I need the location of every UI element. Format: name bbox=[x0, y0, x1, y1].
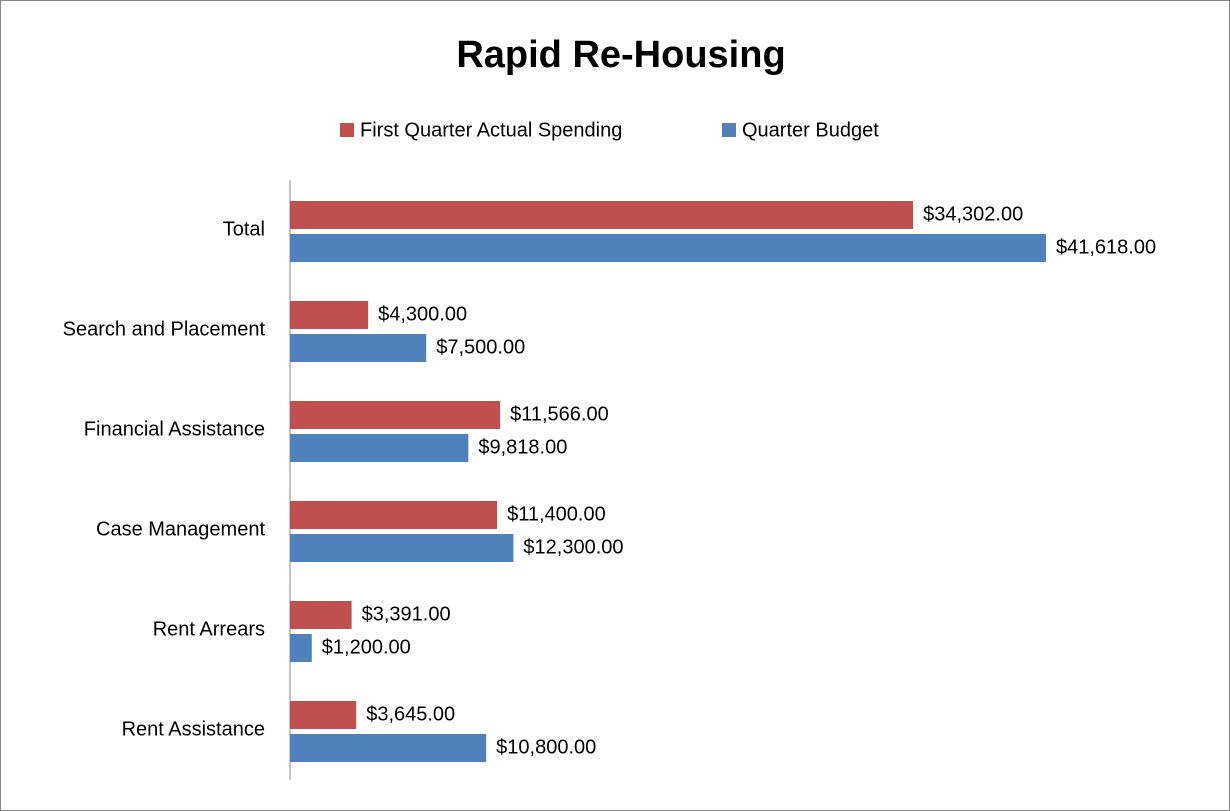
y-tick-label: Search and Placement bbox=[63, 318, 266, 340]
data-label: $1,200.00 bbox=[322, 636, 411, 658]
bar bbox=[290, 534, 514, 562]
bar bbox=[290, 434, 469, 462]
bar bbox=[290, 634, 312, 662]
bar bbox=[290, 334, 427, 362]
bar bbox=[290, 501, 498, 529]
legend-label: Quarter Budget bbox=[742, 119, 879, 141]
data-label: $10,800.00 bbox=[496, 736, 596, 758]
data-label: $12,300.00 bbox=[523, 536, 623, 558]
y-tick-label: Case Management bbox=[96, 518, 265, 540]
data-label: $3,645.00 bbox=[366, 703, 455, 725]
bar bbox=[290, 234, 1046, 262]
legend-swatch bbox=[722, 123, 736, 137]
data-label: $11,400.00 bbox=[507, 503, 606, 525]
data-label: $11,566.00 bbox=[510, 403, 609, 425]
y-tick-label: Total bbox=[223, 218, 265, 240]
y-tick-label: Rent Arrears bbox=[153, 618, 265, 640]
legend-swatch bbox=[340, 123, 354, 137]
data-label: $34,302.00 bbox=[923, 203, 1023, 225]
legend-label: First Quarter Actual Spending bbox=[360, 119, 622, 141]
bar bbox=[290, 734, 487, 762]
data-label: $7,500.00 bbox=[436, 336, 525, 358]
chart-title: Rapid Re-Housing bbox=[456, 34, 785, 76]
y-tick-label: Financial Assistance bbox=[84, 418, 265, 440]
data-label: $3,391.00 bbox=[362, 603, 451, 625]
data-label: $9,818.00 bbox=[478, 436, 567, 458]
bar bbox=[290, 201, 914, 229]
data-label: $4,300.00 bbox=[378, 303, 467, 325]
bar bbox=[290, 301, 369, 329]
y-tick-label: Rent Assistance bbox=[122, 718, 265, 740]
bar bbox=[290, 701, 357, 729]
bar bbox=[290, 601, 352, 629]
data-label: $41,618.00 bbox=[1056, 236, 1156, 258]
bar bbox=[290, 401, 501, 429]
